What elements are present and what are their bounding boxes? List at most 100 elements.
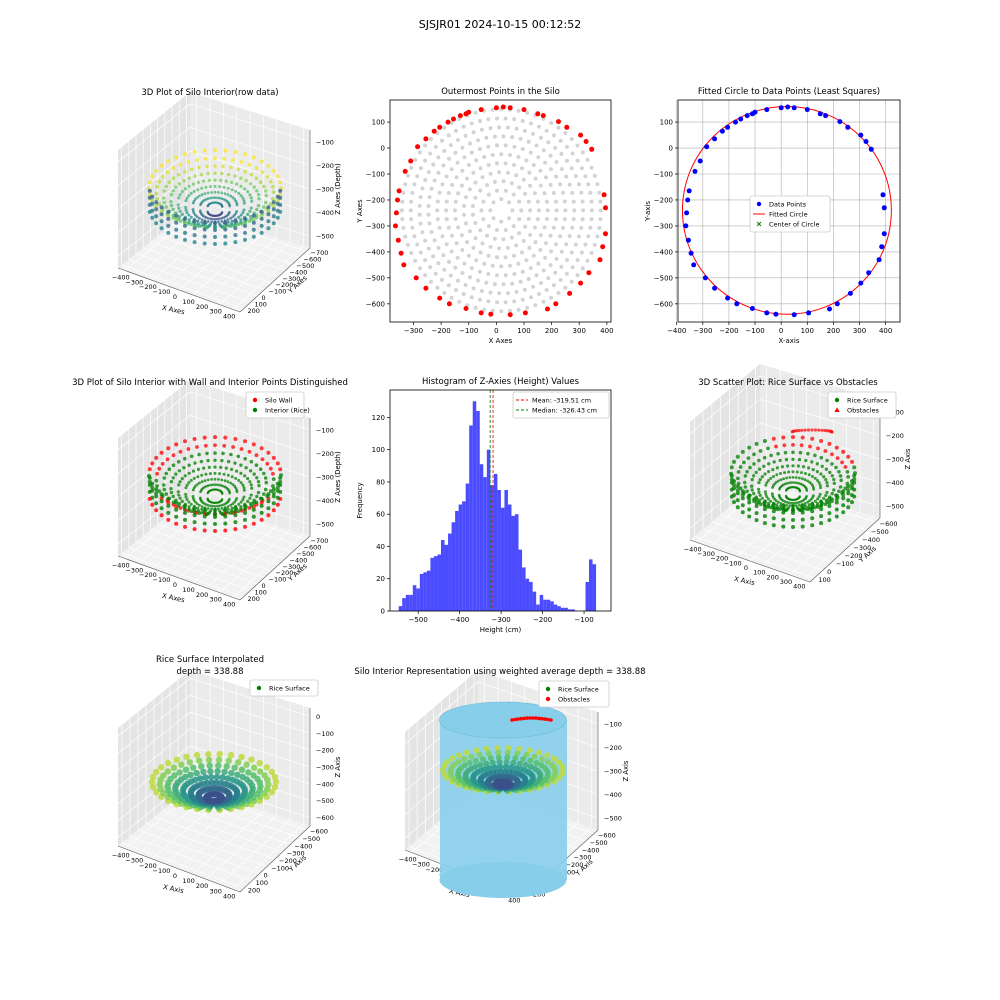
interior-point: [589, 217, 594, 222]
interior-point: [553, 199, 558, 204]
grid-line: [689, 422, 761, 482]
y-axis-line: [239, 247, 311, 313]
silo-point: [762, 464, 766, 468]
outer-point: [578, 132, 584, 138]
silo-point: [171, 453, 176, 458]
silo-point: [213, 451, 217, 455]
silo-point: [784, 494, 788, 498]
data-point: [785, 104, 791, 110]
x-tick-label: 400: [223, 892, 235, 900]
interior-point: [433, 271, 438, 276]
interior-point: [494, 228, 499, 232]
x-tick-label: −200: [139, 862, 157, 870]
interior-point: [462, 155, 467, 160]
interior-point: [554, 242, 559, 247]
silo-point: [251, 514, 256, 519]
silo-point: [810, 516, 815, 521]
interior-point: [526, 216, 531, 221]
outer-point: [446, 301, 452, 307]
interior-point: [561, 225, 565, 230]
silo-point: [243, 439, 247, 444]
x-tick-label: −400: [112, 273, 130, 281]
silo-point: [242, 495, 246, 499]
silo-point: [754, 441, 759, 446]
silo-point: [774, 444, 778, 449]
histogram-bar: [451, 522, 456, 611]
silo-point: [845, 470, 850, 474]
legend-label: Median: -326.43 cm: [532, 407, 597, 415]
y-tick-label: −100: [836, 560, 854, 568]
interior-point: [588, 225, 593, 230]
interior-point: [456, 278, 460, 283]
silo-point: [191, 495, 195, 498]
legend-label: Center of Circle: [769, 221, 820, 229]
silo-point: [233, 222, 237, 226]
interior-point: [509, 181, 514, 186]
interior-point: [410, 190, 415, 195]
surface-point: [227, 751, 235, 759]
panel-3d-rice-obstacles: −400−300−200−1000100200300400−600−500−40…: [684, 364, 912, 591]
grid-line: [117, 695, 191, 754]
silo-point: [231, 502, 235, 506]
histogram-bar: [455, 510, 459, 611]
histogram-bar: [483, 477, 487, 611]
silo-point: [259, 216, 264, 221]
outer-point: [522, 310, 528, 316]
interior-point: [466, 253, 471, 258]
outer-point: [457, 113, 463, 119]
interior-point: [473, 236, 478, 241]
histogram-bar: [476, 410, 480, 611]
silo-point: [224, 466, 228, 470]
silo-point: [243, 216, 247, 221]
interior-point: [505, 245, 510, 250]
interior-point: [544, 128, 549, 133]
silo-point: [180, 212, 184, 216]
silo-point: [757, 458, 761, 463]
data-point: [702, 275, 708, 281]
y-tick-label: −400: [862, 536, 880, 544]
silo-point: [791, 518, 795, 522]
silo-point: [266, 212, 271, 217]
x-tick-label: 200: [196, 591, 208, 599]
silo-point: [249, 459, 254, 464]
interior-point: [561, 190, 565, 195]
surface-point: [514, 750, 521, 757]
interior-point: [597, 225, 602, 230]
silo-point: [775, 503, 779, 507]
silo-point: [239, 507, 243, 511]
silo-point: [766, 497, 770, 501]
interior-point: [572, 208, 577, 213]
silo-point: [193, 509, 197, 513]
silo-point: [184, 205, 188, 209]
silo-point: [174, 185, 178, 189]
histogram-bar: [472, 401, 477, 611]
interior-point: [436, 246, 441, 250]
surface-point: [183, 753, 190, 761]
silo-point: [813, 499, 817, 503]
interior-point: [522, 128, 527, 133]
x-tick-label: 400: [793, 583, 805, 591]
silo-point: [235, 201, 239, 205]
outer-point: [423, 285, 429, 291]
silo-point: [203, 156, 208, 161]
silo-point: [213, 471, 217, 475]
obstacle-point: [790, 430, 794, 434]
surface-point: [485, 750, 492, 757]
interior-point: [426, 204, 431, 208]
silo-point: [268, 489, 273, 493]
silo-point: [229, 452, 233, 457]
interior-point: [477, 147, 482, 151]
silo-point: [782, 477, 785, 481]
outer-point: [401, 262, 407, 268]
silo-point: [791, 450, 795, 455]
interior-point: [470, 204, 475, 208]
silo-point: [774, 480, 778, 484]
silo-point: [183, 152, 187, 157]
interior-point: [564, 271, 569, 276]
outer-point: [564, 124, 570, 130]
silo-point: [202, 528, 207, 533]
interior-point: [503, 300, 508, 305]
grid-line: [189, 694, 311, 734]
grid-line: [117, 127, 191, 186]
interior-point: [467, 187, 472, 192]
